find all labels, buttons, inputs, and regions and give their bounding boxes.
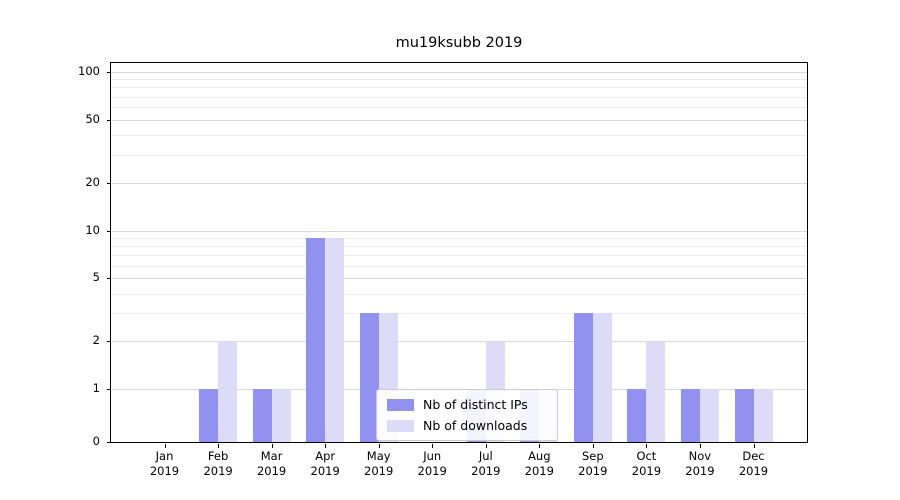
- gridline-minor: [111, 96, 807, 98]
- x-tick-label: Jun 2019: [417, 449, 447, 478]
- x-tick-label: May 2019: [364, 449, 394, 478]
- bar-distinct-ips: [734, 389, 754, 442]
- gridline-major: [111, 230, 807, 232]
- bar-distinct-ips: [252, 389, 272, 442]
- y-tick-label: 2: [92, 333, 100, 348]
- x-tick-mark: [753, 444, 755, 448]
- x-tick-mark: [539, 444, 541, 448]
- legend-swatch: [387, 398, 414, 411]
- bar-downloads: [271, 389, 291, 442]
- y-tick-label: 10: [85, 222, 100, 237]
- y-tick-mark: [107, 341, 111, 343]
- x-tick-label: Jan 2019: [149, 449, 180, 478]
- legend-item: Nb of distinct IPs: [387, 397, 547, 412]
- gridline-minor: [111, 265, 807, 267]
- gridline-minor: [111, 245, 807, 247]
- legend-item: Nb of downloads: [387, 418, 547, 433]
- y-tick-mark: [107, 182, 111, 184]
- legend-label: Nb of downloads: [423, 418, 528, 433]
- bar-distinct-ips: [306, 237, 326, 442]
- bar-downloads: [592, 313, 612, 442]
- x-tick-mark: [485, 444, 487, 448]
- bar-downloads: [753, 389, 773, 442]
- y-tick-mark: [107, 278, 111, 280]
- bar-downloads: [218, 341, 238, 442]
- gridline-major: [111, 341, 807, 343]
- x-tick-mark: [646, 444, 648, 448]
- x-tick-label: Oct 2019: [631, 449, 662, 478]
- legend-label: Nb of distinct IPs: [423, 397, 528, 412]
- x-tick-mark: [271, 444, 273, 448]
- y-tick-label: 20: [85, 174, 100, 189]
- gridline-major: [111, 119, 807, 121]
- x-tick-mark: [218, 444, 220, 448]
- x-tick-mark: [432, 444, 434, 448]
- bar-distinct-ips: [680, 389, 700, 442]
- bar-distinct-ips: [359, 313, 379, 442]
- x-tick-label: Feb 2019: [203, 449, 233, 478]
- gridline-minor: [111, 313, 807, 315]
- y-tick-mark: [107, 442, 111, 443]
- legend-swatch: [387, 419, 414, 432]
- bar-downloads: [325, 237, 345, 442]
- bar-distinct-ips: [199, 389, 219, 442]
- y-tick-label: 50: [85, 111, 100, 126]
- bar-distinct-ips: [573, 313, 593, 442]
- x-tick-label: Jul 2019: [471, 449, 501, 478]
- bar-distinct-ips: [627, 389, 647, 442]
- gridline-major: [111, 278, 807, 280]
- y-tick-mark: [107, 389, 111, 390]
- x-tick-mark: [699, 444, 701, 448]
- y-tick-label: 0: [92, 434, 100, 448]
- plot-area: [110, 62, 808, 443]
- x-tick-label: Apr 2019: [310, 449, 340, 478]
- x-tick-mark: [378, 444, 380, 448]
- x-tick-label: Sep 2019: [578, 449, 608, 478]
- x-tick-mark: [592, 444, 594, 448]
- x-tick-label: Mar 2019: [256, 449, 287, 478]
- gridline-major: [111, 182, 807, 184]
- gridline-major: [111, 72, 807, 73]
- y-tick-mark: [107, 119, 111, 121]
- x-tick-mark: [164, 444, 166, 448]
- y-tick-label: 1: [92, 381, 100, 395]
- y-tick-label: 5: [92, 270, 100, 285]
- gridline-minor: [111, 135, 807, 137]
- y-tick-mark: [107, 72, 111, 73]
- x-tick-label: Nov 2019: [685, 449, 715, 478]
- x-tick-label: Dec 2019: [738, 449, 769, 478]
- y-tick-mark: [107, 230, 111, 232]
- gridline-minor: [111, 237, 807, 239]
- gridline-minor: [111, 255, 807, 257]
- gridline-minor: [111, 79, 807, 81]
- x-tick-label: Aug 2019: [524, 449, 554, 478]
- bar-downloads: [699, 389, 719, 442]
- gridline-minor: [111, 107, 807, 109]
- legend: Nb of distinct IPs Nb of downloads: [376, 389, 558, 441]
- gridline-minor: [111, 154, 807, 156]
- gridline-minor: [111, 87, 807, 89]
- gridline-minor: [111, 293, 807, 295]
- x-tick-mark: [325, 444, 327, 448]
- chart-title: mu19ksubb 2019: [395, 35, 523, 51]
- bar-downloads: [646, 341, 666, 442]
- y-tick-label: 100: [78, 64, 100, 78]
